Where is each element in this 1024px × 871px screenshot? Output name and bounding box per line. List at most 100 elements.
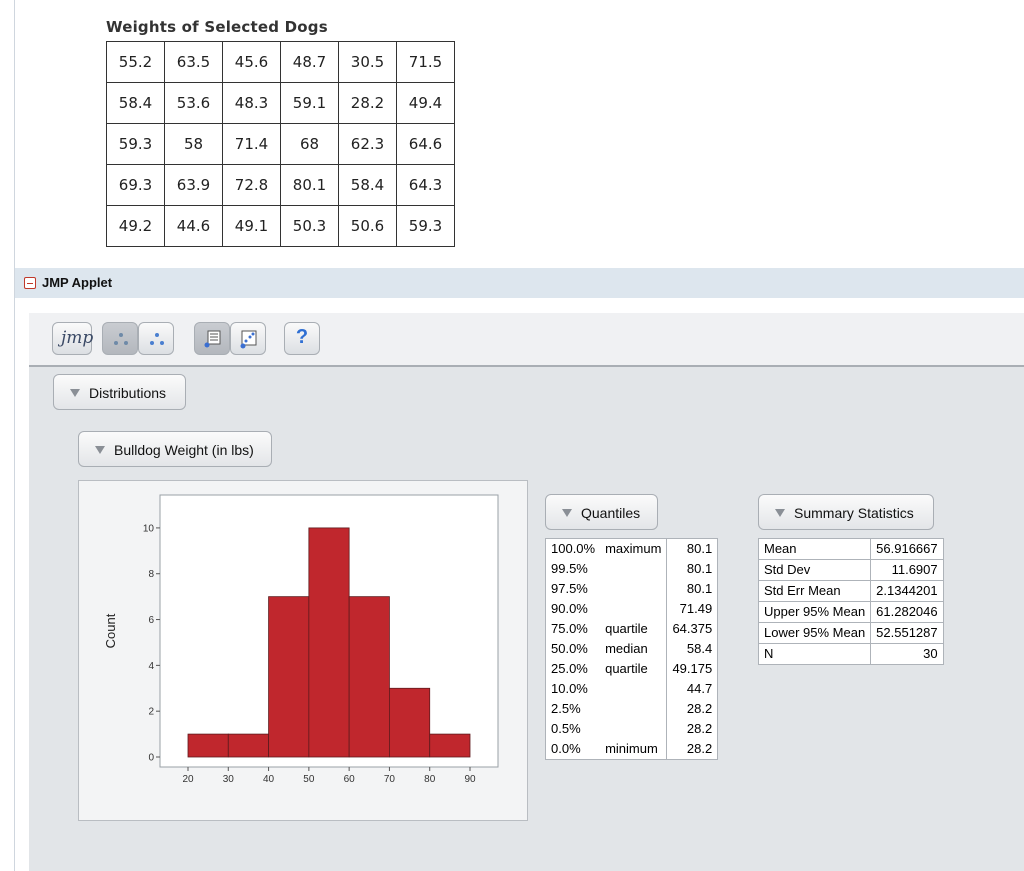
x-tick-label: 40 bbox=[263, 774, 275, 785]
summary-row: Lower 95% Mean 52.551287 bbox=[757, 622, 944, 644]
y-tick-label: 2 bbox=[148, 707, 154, 718]
weight-cell: 44.6 bbox=[164, 205, 223, 247]
graph-report-icon bbox=[240, 330, 257, 349]
variable-label: Bulldog Weight (in lbs) bbox=[114, 442, 254, 458]
weight-cell: 80.1 bbox=[280, 164, 339, 206]
weight-cell: 59.3 bbox=[106, 123, 165, 165]
quantile-label bbox=[600, 559, 668, 579]
applet-toolbar: jmp ? bbox=[29, 313, 1024, 367]
quantile-row: 100.0% maximum 80.1 bbox=[545, 538, 719, 559]
summary-label: Mean bbox=[757, 538, 872, 560]
histogram-chart: 20 30 40 50 60 70 80 90 0 2 4 6 8 10 Count bbox=[103, 494, 499, 785]
scatter-view-button-1[interactable] bbox=[102, 322, 138, 355]
quantile-percent: 2.5% bbox=[545, 699, 601, 719]
scatter-view-button-2[interactable] bbox=[138, 322, 174, 355]
summary-label: N bbox=[757, 643, 872, 665]
jmp-logo-button[interactable]: jmp bbox=[52, 322, 93, 355]
quantile-row: 97.5% 80.1 bbox=[545, 579, 719, 599]
summary-value: 11.6907 bbox=[870, 559, 944, 581]
histogram-bar bbox=[348, 596, 390, 758]
text-report-icon bbox=[204, 330, 221, 348]
histogram-bar bbox=[389, 687, 431, 758]
x-tick-label: 80 bbox=[424, 774, 436, 785]
weight-cell: 64.3 bbox=[396, 164, 455, 206]
quantile-row: 0.5% 28.2 bbox=[545, 719, 719, 739]
quantile-percent: 0.5% bbox=[545, 719, 601, 739]
quantile-row: 99.5% 80.1 bbox=[545, 559, 719, 579]
summary-statistics-toggle[interactable]: Summary Statistics bbox=[758, 494, 934, 530]
summary-row: Mean 56.916667 bbox=[757, 538, 944, 560]
quantile-label bbox=[600, 599, 668, 619]
quantile-value: 28.2 bbox=[666, 719, 719, 739]
quantiles-toggle[interactable]: Quantiles bbox=[545, 494, 658, 530]
weight-cell: 72.8 bbox=[222, 164, 281, 206]
quantile-row: 10.0% 44.7 bbox=[545, 679, 719, 699]
summary-label: Std Err Mean bbox=[757, 580, 872, 602]
quantile-value: 49.175 bbox=[666, 659, 719, 679]
summary-row: N 30 bbox=[757, 643, 944, 665]
help-icon: ? bbox=[295, 326, 309, 348]
quantile-label: median bbox=[600, 639, 668, 659]
quantile-value: 58.4 bbox=[666, 639, 719, 659]
quantile-label bbox=[600, 679, 668, 699]
quantiles-header: Quantiles bbox=[581, 505, 641, 521]
histogram-bar bbox=[308, 527, 350, 758]
distributions-toggle[interactable]: Distributions bbox=[53, 374, 186, 410]
weight-cell: 48.7 bbox=[280, 41, 339, 83]
histogram-bar bbox=[227, 733, 269, 758]
help-button[interactable]: ? bbox=[284, 322, 320, 355]
weight-cell: 49.4 bbox=[396, 82, 455, 124]
summary-statistics-table: Mean 56.916667 Std Dev 11.6907 Std Err Mean 2… bbox=[757, 538, 944, 665]
x-tick-label: 60 bbox=[344, 774, 356, 785]
y-axis-label: Count bbox=[103, 613, 118, 648]
quantile-label bbox=[600, 719, 668, 739]
quantile-value: 80.1 bbox=[666, 538, 719, 559]
weight-cell: 69.3 bbox=[106, 164, 165, 206]
weight-cell: 62.3 bbox=[338, 123, 397, 165]
weight-cell: 49.1 bbox=[222, 205, 281, 247]
quantile-row: 0.0% minimum 28.2 bbox=[545, 739, 719, 760]
quantile-percent: 100.0% bbox=[545, 538, 601, 559]
weight-cell: 49.2 bbox=[106, 205, 165, 247]
quantile-percent: 75.0% bbox=[545, 619, 601, 639]
weights-table-title: Weights of Selected Dogs bbox=[106, 18, 328, 36]
y-tick-label: 4 bbox=[148, 661, 154, 672]
quantile-label: quartile bbox=[600, 619, 668, 639]
graph-report-button[interactable] bbox=[230, 322, 266, 355]
text-report-button[interactable] bbox=[194, 322, 230, 355]
left-divider bbox=[14, 0, 15, 871]
x-tick-label: 90 bbox=[464, 774, 476, 785]
weight-cell: 58 bbox=[164, 123, 223, 165]
summary-statistics-header: Summary Statistics bbox=[794, 505, 914, 521]
weight-cell: 48.3 bbox=[222, 82, 281, 124]
weight-cell: 63.5 bbox=[164, 41, 223, 83]
y-tick-label: 10 bbox=[143, 523, 155, 534]
quantile-percent: 97.5% bbox=[545, 579, 601, 599]
weight-cell: 53.6 bbox=[164, 82, 223, 124]
weight-cell: 68 bbox=[280, 123, 339, 165]
quantile-label bbox=[600, 699, 668, 719]
variable-toggle[interactable]: Bulldog Weight (in lbs) bbox=[78, 431, 272, 467]
table-row: 59.3 58 71.4 68 62.3 64.6 bbox=[106, 123, 455, 165]
quantile-label: minimum bbox=[600, 739, 668, 760]
summary-value: 2.1344201 bbox=[870, 580, 944, 602]
table-row: 58.4 53.6 48.3 59.1 28.2 49.4 bbox=[106, 82, 455, 124]
weight-cell: 71.5 bbox=[396, 41, 455, 83]
histogram-frame: 20 30 40 50 60 70 80 90 0 2 4 6 8 10 Count bbox=[78, 480, 528, 821]
histogram-bar bbox=[268, 596, 310, 758]
y-tick-label: 8 bbox=[148, 569, 154, 580]
scatter-dots-icon bbox=[113, 331, 129, 347]
weight-cell: 30.5 bbox=[338, 41, 397, 83]
collapse-icon[interactable] bbox=[24, 277, 36, 289]
summary-value: 61.282046 bbox=[870, 601, 944, 623]
quantile-value: 71.49 bbox=[666, 599, 719, 619]
quantile-row: 90.0% 71.49 bbox=[545, 599, 719, 619]
y-tick-label: 6 bbox=[148, 615, 154, 626]
table-row: 55.2 63.5 45.6 48.7 30.5 71.5 bbox=[106, 41, 455, 83]
disclosure-triangle-icon bbox=[562, 509, 572, 517]
applet-title: JMP Applet bbox=[42, 275, 113, 290]
quantile-value: 80.1 bbox=[666, 559, 719, 579]
weight-cell: 50.3 bbox=[280, 205, 339, 247]
quantile-label: quartile bbox=[600, 659, 668, 679]
summary-label: Std Dev bbox=[757, 559, 872, 581]
